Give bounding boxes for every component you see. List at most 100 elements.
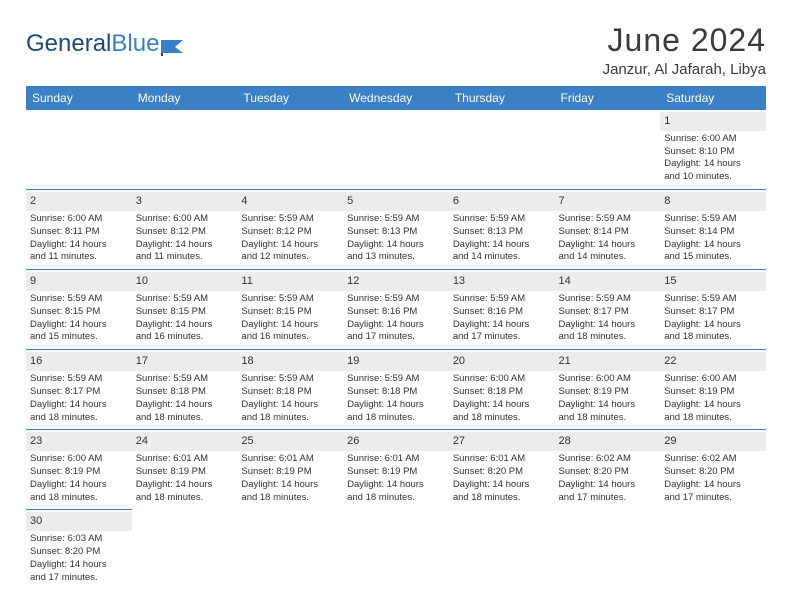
sunset-text: Sunset: 8:18 PM xyxy=(241,386,339,399)
sunset-text: Sunset: 8:20 PM xyxy=(453,466,551,479)
daylight-text: Daylight: 14 hours xyxy=(241,319,339,332)
daylight-text: Daylight: 14 hours xyxy=(453,239,551,252)
weekday-header: Tuesday xyxy=(237,86,343,110)
calendar-cell: 20Sunrise: 6:00 AMSunset: 8:18 PMDayligh… xyxy=(449,350,555,430)
daylight-text: Daylight: 14 hours xyxy=(30,479,128,492)
calendar-cell xyxy=(26,110,132,190)
logo-text-1: General xyxy=(26,30,111,58)
sunset-text: Sunset: 8:13 PM xyxy=(453,226,551,239)
calendar-week-row: 23Sunrise: 6:00 AMSunset: 8:19 PMDayligh… xyxy=(26,430,766,510)
daylight-text: and 17 minutes. xyxy=(664,492,762,505)
calendar-week-row: 2 Sunrise: 6:00 AMSunset: 8:11 PM Daylight… xyxy=(26,190,766,270)
calendar-page: GeneralBlue June 2024 Janzur, Al Jafarah… xyxy=(0,0,792,612)
calendar-cell xyxy=(555,110,661,190)
daylight-text: and 18 minutes. xyxy=(559,412,657,425)
daylight-text: Daylight: 14 hours xyxy=(453,479,551,492)
calendar-cell xyxy=(343,510,449,590)
daylight-text: Daylight: 14 hours xyxy=(347,479,445,492)
daylight-text: Daylight: 14 hours xyxy=(30,559,128,572)
daylight-text: and 11 minutes. xyxy=(30,251,128,264)
daylight-text: and 10 minutes. xyxy=(664,171,762,184)
sunrise-text: Sunrise: 6:00 AM xyxy=(559,373,657,386)
weekday-header: Friday xyxy=(555,86,661,110)
sunset-text: Sunset: 8:11 PM xyxy=(30,226,128,239)
calendar-cell xyxy=(237,110,343,190)
sunrise-text: Sunrise: 6:00 AM xyxy=(30,213,128,226)
daylight-text: and 18 minutes. xyxy=(30,412,128,425)
calendar-cell: 24Sunrise: 6:01 AMSunset: 8:19 PMDayligh… xyxy=(132,430,238,510)
sunrise-text: Sunrise: 5:59 AM xyxy=(559,213,657,226)
sunrise-text: Sunrise: 5:59 AM xyxy=(453,293,551,306)
daylight-text: and 18 minutes. xyxy=(453,492,551,505)
weekday-header: Sunday xyxy=(26,86,132,110)
daylight-text: Daylight: 14 hours xyxy=(241,239,339,252)
sunrise-text: Sunrise: 5:59 AM xyxy=(347,373,445,386)
sunrise-text: Sunrise: 6:01 AM xyxy=(241,453,339,466)
daylight-text: Daylight: 14 hours xyxy=(241,479,339,492)
sunrise-text: Sunrise: 5:59 AM xyxy=(559,293,657,306)
calendar-cell: 21Sunrise: 6:00 AMSunset: 8:19 PMDayligh… xyxy=(555,350,661,430)
daylight-text: Daylight: 14 hours xyxy=(136,399,234,412)
daylight-text: and 18 minutes. xyxy=(30,492,128,505)
calendar-week-row: 30Sunrise: 6:03 AMSunset: 8:20 PMDayligh… xyxy=(26,510,766,590)
calendar-cell: 17Sunrise: 5:59 AMSunset: 8:18 PMDayligh… xyxy=(132,350,238,430)
calendar-cell: 2Sunrise: 6:00 AMSunset: 8:11 PMDaylight… xyxy=(26,190,132,270)
calendar-cell xyxy=(343,110,449,190)
daylight-text: Daylight: 14 hours xyxy=(136,239,234,252)
calendar-cell: 27Sunrise: 6:01 AMSunset: 8:20 PMDayligh… xyxy=(449,430,555,510)
calendar-cell: 16Sunrise: 5:59 AMSunset: 8:17 PMDayligh… xyxy=(26,350,132,430)
day-number: 2 xyxy=(26,192,132,211)
calendar-cell: 29Sunrise: 6:02 AMSunset: 8:20 PMDayligh… xyxy=(660,430,766,510)
daylight-text: and 18 minutes. xyxy=(347,412,445,425)
sunrise-text: Sunrise: 6:01 AM xyxy=(347,453,445,466)
day-number: 11 xyxy=(237,272,343,291)
daylight-text: and 15 minutes. xyxy=(664,251,762,264)
sunrise-text: Sunrise: 5:59 AM xyxy=(241,293,339,306)
sunrise-text: Sunrise: 5:59 AM xyxy=(136,293,234,306)
weekday-header: Saturday xyxy=(660,86,766,110)
day-number: 15 xyxy=(660,272,766,291)
daylight-text: Daylight: 14 hours xyxy=(347,399,445,412)
daylight-text: Daylight: 14 hours xyxy=(559,399,657,412)
sunrise-text: Sunrise: 5:59 AM xyxy=(136,373,234,386)
calendar-cell xyxy=(449,510,555,590)
calendar-cell xyxy=(555,510,661,590)
calendar-cell: 1Sunrise: 6:00 AMSunset: 8:10 PMDaylight… xyxy=(660,110,766,190)
sunset-text: Sunset: 8:17 PM xyxy=(30,386,128,399)
day-number: 22 xyxy=(660,352,766,371)
daylight-text: and 11 minutes. xyxy=(136,251,234,264)
daylight-text: and 15 minutes. xyxy=(30,331,128,344)
sunrise-text: Sunrise: 6:02 AM xyxy=(559,453,657,466)
sunset-text: Sunset: 8:19 PM xyxy=(241,466,339,479)
sunset-text: Sunset: 8:16 PM xyxy=(453,306,551,319)
calendar-cell xyxy=(660,510,766,590)
daylight-text: and 18 minutes. xyxy=(241,492,339,505)
sunrise-text: Sunrise: 5:59 AM xyxy=(453,213,551,226)
sunrise-text: Sunrise: 5:59 AM xyxy=(241,213,339,226)
daylight-text: Daylight: 14 hours xyxy=(347,239,445,252)
daylight-text: and 16 minutes. xyxy=(241,331,339,344)
sunrise-text: Sunrise: 5:59 AM xyxy=(664,213,762,226)
sunrise-text: Sunrise: 6:00 AM xyxy=(664,133,762,146)
day-number: 13 xyxy=(449,272,555,291)
day-number: 17 xyxy=(132,352,238,371)
day-number: 19 xyxy=(343,352,449,371)
day-number: 27 xyxy=(449,432,555,451)
daylight-text: Daylight: 14 hours xyxy=(241,399,339,412)
day-number: 5 xyxy=(343,192,449,211)
daylight-text: and 18 minutes. xyxy=(664,412,762,425)
daylight-text: Daylight: 14 hours xyxy=(347,319,445,332)
sunrise-text: Sunrise: 6:00 AM xyxy=(453,373,551,386)
calendar-cell: 8Sunrise: 5:59 AMSunset: 8:14 PMDaylight… xyxy=(660,190,766,270)
daylight-text: and 17 minutes. xyxy=(453,331,551,344)
logo-text-2: Blue xyxy=(111,30,159,58)
sunset-text: Sunset: 8:19 PM xyxy=(664,386,762,399)
sunrise-text: Sunrise: 5:59 AM xyxy=(347,213,445,226)
sunrise-text: Sunrise: 6:02 AM xyxy=(664,453,762,466)
day-number: 24 xyxy=(132,432,238,451)
daylight-text: and 18 minutes. xyxy=(136,492,234,505)
sunset-text: Sunset: 8:14 PM xyxy=(559,226,657,239)
calendar-cell: 25Sunrise: 6:01 AMSunset: 8:19 PMDayligh… xyxy=(237,430,343,510)
daylight-text: Daylight: 14 hours xyxy=(30,319,128,332)
daylight-text: Daylight: 14 hours xyxy=(559,479,657,492)
